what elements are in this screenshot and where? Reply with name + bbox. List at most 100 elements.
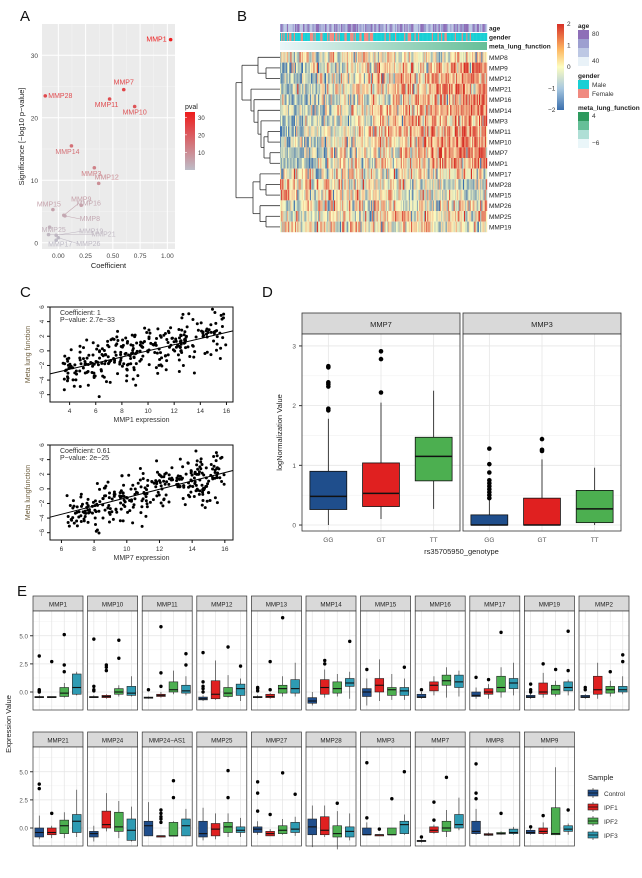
plot-background xyxy=(306,611,356,710)
heatmap-cell xyxy=(367,189,369,201)
heatmap-cell xyxy=(281,126,283,137)
box-ipf3 xyxy=(235,683,246,696)
panel-border xyxy=(32,610,84,711)
y-tick-label: −6 xyxy=(39,529,46,537)
heatmap-cell xyxy=(438,52,441,63)
heatmap-cell xyxy=(376,147,378,158)
heatmap-cell xyxy=(429,52,431,63)
heatmap-cell xyxy=(281,62,283,74)
heatmap-cell xyxy=(390,221,392,233)
heatmap-cell xyxy=(428,52,430,63)
heatmap-cell xyxy=(360,73,362,84)
gender-cell xyxy=(336,33,338,41)
heatmap-cell xyxy=(331,105,334,116)
box-ipf2 xyxy=(59,687,69,697)
heatmap-cell xyxy=(331,211,334,222)
heatmap-cell xyxy=(355,211,358,222)
heatmap-cell xyxy=(288,52,290,63)
gender-cell xyxy=(422,33,424,41)
legend-colorbar xyxy=(185,112,195,170)
box-ipf1 xyxy=(101,810,112,829)
heatmap-cell xyxy=(293,62,296,74)
heatmap-cell xyxy=(288,179,290,190)
heatmap-cell xyxy=(317,126,320,137)
heatmap-cell xyxy=(435,136,437,148)
heatmap-cell xyxy=(465,52,467,63)
heatmap-cell xyxy=(449,221,451,233)
heatmap-cell xyxy=(400,62,403,74)
heatmap-cell xyxy=(291,221,293,233)
heatmap-cell xyxy=(397,115,399,127)
heatmap-cell xyxy=(321,105,323,116)
heatmap-cell xyxy=(441,200,443,211)
heatmap-cell xyxy=(421,94,423,105)
heatmap-cell xyxy=(443,83,445,95)
heatmap-cell xyxy=(407,211,409,222)
age-cell xyxy=(319,24,321,32)
heatmap-cell xyxy=(375,221,377,233)
heatmap-cell xyxy=(462,52,465,63)
heatmap-cell xyxy=(315,73,317,84)
heatmap-cell xyxy=(485,200,488,211)
heatmap-cell xyxy=(464,83,466,95)
age-cell xyxy=(335,24,337,32)
data-point xyxy=(214,348,218,352)
heatmap-cell xyxy=(290,62,292,74)
data-point xyxy=(107,361,111,365)
gender-cell xyxy=(378,33,381,41)
facet-mmp10: MMP10 xyxy=(87,595,138,711)
heatmap-cell xyxy=(345,115,347,127)
row-label-mmp3: MMP3 xyxy=(489,118,508,125)
facet-title: MMP3 xyxy=(531,320,553,329)
heatmap-cell xyxy=(328,52,330,63)
heatmap-cell xyxy=(423,52,426,63)
heatmap-cell xyxy=(372,200,374,211)
gender-cell xyxy=(445,33,447,41)
heatmap-cell xyxy=(323,126,326,137)
heatmap-cell xyxy=(331,179,334,190)
heatmap-cell xyxy=(298,147,300,158)
heatmap-cell xyxy=(444,189,446,201)
heatmap-cell xyxy=(390,179,392,190)
data-point xyxy=(129,487,133,491)
box-control xyxy=(580,695,590,698)
heatmap-cell xyxy=(307,73,309,84)
heatmap-cell xyxy=(361,105,363,116)
heatmap-cell xyxy=(405,62,407,74)
heatmap-cell xyxy=(323,83,326,95)
heatmap-cell xyxy=(363,147,366,158)
heatmap-cell xyxy=(442,83,444,95)
heatmap-cell xyxy=(298,136,300,148)
heatmap-cell xyxy=(344,168,346,180)
heatmap-cell xyxy=(405,52,407,63)
heatmap-cell xyxy=(422,94,424,105)
heatmap-cell xyxy=(372,168,374,180)
data-point xyxy=(97,395,101,399)
heatmap-cell xyxy=(474,200,476,211)
box-ipf3 xyxy=(126,686,137,696)
heatmap-cell xyxy=(395,179,397,190)
heatmap-cell xyxy=(329,147,331,158)
heatmap-cell xyxy=(404,179,406,190)
heatmap-cell xyxy=(475,136,477,148)
age-cell xyxy=(309,24,312,32)
y-tick-label: 0 xyxy=(292,523,296,530)
heatmap-cell xyxy=(480,221,482,233)
heatmap-cell xyxy=(411,158,413,169)
heatmap-cell xyxy=(362,179,365,190)
heatmap-cell xyxy=(367,136,369,148)
heatmap-cell xyxy=(413,189,415,201)
data-point xyxy=(125,367,129,371)
data-point xyxy=(141,354,145,358)
heatmap-cell xyxy=(403,62,405,74)
heatmap-cell xyxy=(293,211,296,222)
heatmap-cell xyxy=(372,94,374,105)
gender-cell xyxy=(465,33,467,41)
data-point xyxy=(78,358,82,362)
heatmap-cell xyxy=(451,189,453,201)
heatmap-cell xyxy=(385,115,388,127)
heatmap-cell xyxy=(320,147,322,158)
gender-cell xyxy=(344,33,346,41)
heatmap-cell xyxy=(450,179,452,190)
data-point xyxy=(139,485,143,489)
